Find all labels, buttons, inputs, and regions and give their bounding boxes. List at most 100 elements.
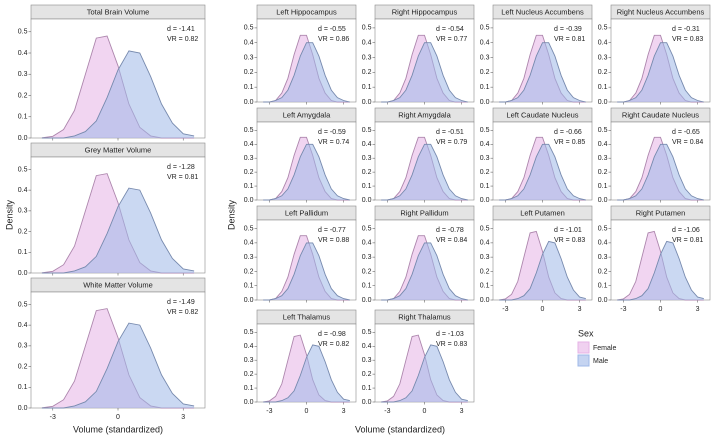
y-tick-label: 0.4 (362, 141, 372, 148)
annotation: d = -1.06 (672, 227, 700, 234)
y-tick-label: 0.4 (598, 40, 608, 47)
x-tick-label: -3 (50, 414, 56, 421)
density-fill (381, 144, 468, 200)
annotation: VR = 0.81 (167, 174, 198, 181)
density-fill (617, 42, 704, 102)
density-fill (263, 144, 350, 200)
density-line (617, 42, 704, 103)
panel-title: Left Amygdala (283, 110, 331, 119)
y-tick-label: 0.3 (480, 254, 490, 261)
annotation: VR = 0.82 (167, 36, 198, 43)
density-fill (263, 242, 350, 300)
density-fill (617, 241, 704, 300)
annotation: VR = 0.84 (672, 139, 703, 146)
y-tick-label: 0.0 (244, 197, 254, 204)
y-tick-label: 0.0 (362, 297, 372, 304)
y-tick-label: 0.0 (362, 399, 372, 406)
density-fill (41, 50, 195, 138)
annotation: VR = 0.81 (672, 237, 703, 244)
annotation: d = -0.65 (672, 129, 700, 136)
panel-title: White Matter Volume (83, 280, 153, 289)
y-tick-label: 0.0 (18, 270, 28, 277)
x-tick-label: 0 (541, 306, 545, 313)
y-tick-label: 0.5 (480, 25, 490, 32)
annotation: d = -1.41 (167, 26, 195, 33)
annotation: VR = 0.84 (436, 237, 467, 244)
annotation: VR = 0.83 (672, 36, 703, 43)
annotation: VR = 0.82 (318, 341, 349, 348)
density-fill (499, 144, 586, 200)
annotation: d = -0.55 (318, 26, 346, 33)
y-tick-label: 0.5 (362, 127, 372, 134)
legend-title: Sex (578, 328, 594, 338)
y-tick-label: 0.3 (362, 254, 372, 261)
density-line (617, 143, 704, 201)
density-line (263, 42, 350, 103)
y-tick-label: 0.5 (362, 329, 372, 336)
density-line (263, 344, 350, 403)
y-tick-label: 0.4 (480, 240, 490, 247)
y-axis-label: Density (4, 199, 14, 230)
density-line (499, 42, 586, 103)
y-tick-label: 0.2 (244, 169, 254, 176)
y-tick-label: 0.2 (598, 69, 608, 76)
y-tick-label: 0.0 (480, 99, 490, 106)
y-tick-label: 0.0 (598, 297, 608, 304)
panel-title: Left Putamen (520, 208, 565, 217)
y-tick-label: 0.5 (18, 301, 28, 308)
y-tick-label: 0.1 (244, 385, 254, 392)
density-line (381, 143, 468, 201)
y-tick-label: 0.3 (18, 71, 28, 78)
annotation: VR = 0.77 (436, 36, 467, 43)
y-tick-label: 0.5 (598, 225, 608, 232)
y-tick-label: 0.4 (18, 187, 28, 194)
x-tick-label: 3 (696, 306, 700, 313)
y-tick-label: 0.4 (18, 50, 28, 57)
density-fill (263, 42, 350, 102)
y-tick-label: 0.5 (480, 225, 490, 232)
density-fill (381, 42, 468, 102)
x-tick-label: 0 (305, 408, 309, 415)
y-tick-label: 0.0 (244, 297, 254, 304)
y-tick-label: 0.2 (244, 69, 254, 76)
annotation: VR = 0.79 (436, 139, 467, 146)
y-tick-label: 0.1 (362, 385, 372, 392)
annotation: d = -0.51 (436, 129, 464, 136)
annotation: VR = 0.83 (554, 237, 585, 244)
annotation: d = -0.66 (554, 129, 582, 136)
density-line (381, 42, 468, 103)
y-tick-label: 0.5 (598, 127, 608, 134)
y-tick-label: 0.2 (362, 69, 372, 76)
y-tick-label: 0.0 (362, 99, 372, 106)
density-line (41, 322, 195, 409)
panel-title: Total Brain Volume (87, 7, 150, 16)
y-tick-label: 0.3 (244, 357, 254, 364)
y-tick-label: 0.3 (598, 254, 608, 261)
y-tick-label: 0.4 (244, 40, 254, 47)
panel-title: Right Nucleus Accumbens (617, 7, 705, 16)
y-tick-label: 0.2 (480, 169, 490, 176)
y-tick-label: 0.4 (480, 141, 490, 148)
legend-swatch (577, 354, 590, 367)
y-tick-label: 0.4 (598, 240, 608, 247)
y-tick-label: 0.3 (480, 54, 490, 61)
annotation: d = -1.49 (167, 299, 195, 306)
y-tick-label: 0.0 (480, 297, 490, 304)
y-tick-label: 0.3 (362, 155, 372, 162)
y-tick-label: 0.5 (362, 225, 372, 232)
density-fill (381, 242, 468, 300)
density-fill (381, 344, 468, 402)
x-tick-label: -3 (266, 408, 272, 415)
y-tick-label: 0.0 (598, 99, 608, 106)
y-tick-label: 0.1 (18, 249, 28, 256)
density-fill (499, 42, 586, 102)
y-tick-label: 0.1 (244, 183, 254, 190)
y-tick-label: 0.5 (480, 127, 490, 134)
annotation: d = -1.01 (554, 227, 582, 234)
y-tick-label: 0.3 (598, 54, 608, 61)
y-tick-label: 0.2 (598, 268, 608, 275)
panel-title: Right Putamen (636, 208, 686, 217)
density-line (499, 240, 586, 301)
y-tick-label: 0.1 (244, 84, 254, 91)
